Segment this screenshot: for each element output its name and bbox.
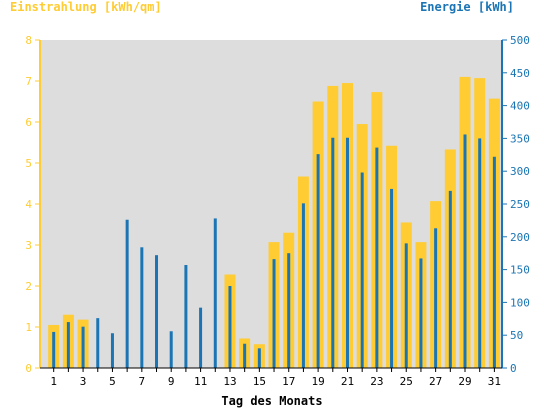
- energy-bar: [184, 265, 188, 368]
- x-tick-label: 21: [341, 375, 354, 388]
- energy-bar: [434, 228, 438, 368]
- left-axis-title: Einstrahlung [kWh/qm]: [10, 0, 162, 14]
- x-tick-label: 1: [50, 375, 57, 388]
- energy-bar: [213, 218, 217, 368]
- right-tick-label: 0: [510, 362, 517, 375]
- energy-bar: [287, 253, 291, 368]
- energy-bar: [316, 154, 320, 368]
- energy-bar: [155, 255, 159, 368]
- energy-bar: [331, 137, 335, 368]
- right-tick-label: 300: [510, 165, 530, 178]
- x-tick-label: 23: [370, 375, 383, 388]
- left-tick-label: 5: [25, 157, 32, 170]
- energy-bar: [390, 188, 394, 368]
- left-tick-label: 0: [25, 362, 32, 375]
- x-tick-label: 11: [194, 375, 207, 388]
- energy-bar: [169, 331, 173, 368]
- x-tick-label: 31: [488, 375, 501, 388]
- energy-bar: [360, 172, 364, 368]
- right-tick-label: 100: [510, 296, 530, 309]
- energy-bar: [492, 156, 496, 368]
- left-tick-label: 6: [25, 116, 32, 129]
- energy-bar: [404, 243, 408, 368]
- energy-bar: [345, 137, 349, 368]
- x-tick-label: 17: [282, 375, 295, 388]
- energy-bar: [478, 138, 482, 368]
- x-tick-label: 7: [139, 375, 146, 388]
- right-tick-label: 200: [510, 231, 530, 244]
- left-tick-label: 1: [25, 321, 32, 334]
- x-tick-label: 5: [109, 375, 116, 388]
- energy-bar: [463, 134, 467, 368]
- x-tick-label: 19: [311, 375, 324, 388]
- energy-bar: [81, 326, 85, 368]
- right-tick-label: 50: [510, 329, 523, 342]
- energy-bar: [419, 258, 423, 368]
- energy-bar: [125, 219, 129, 368]
- right-tick-label: 150: [510, 264, 530, 277]
- right-tick-label: 250: [510, 198, 530, 211]
- right-tick-label: 450: [510, 67, 530, 80]
- x-tick-label: 15: [253, 375, 266, 388]
- energy-bar: [110, 333, 114, 368]
- right-tick-label: 500: [510, 34, 530, 47]
- energy-bar: [301, 203, 305, 368]
- energy-bar: [66, 322, 70, 368]
- left-tick-label: 8: [25, 34, 32, 47]
- x-tick-label: 27: [429, 375, 442, 388]
- left-tick-label: 4: [25, 198, 32, 211]
- energy-bar: [140, 247, 144, 368]
- left-tick-label: 3: [25, 239, 32, 252]
- energy-bar: [228, 286, 232, 368]
- x-axis-title: Tag des Monats: [221, 394, 323, 408]
- right-tick-label: 350: [510, 132, 530, 145]
- left-tick-label: 2: [25, 280, 32, 293]
- x-tick-label: 13: [223, 375, 236, 388]
- energy-bar: [199, 307, 203, 368]
- x-tick-label: 9: [168, 375, 175, 388]
- x-tick-label: 3: [80, 375, 87, 388]
- energy-bar: [96, 318, 100, 368]
- energy-bar: [52, 331, 56, 368]
- energy-bar: [272, 259, 276, 368]
- energy-bar: [243, 343, 247, 368]
- energy-bar: [257, 348, 261, 368]
- energy-bar: [448, 190, 452, 368]
- right-axis-title: Energie [kWh]: [420, 0, 514, 14]
- left-tick-label: 7: [25, 75, 32, 88]
- x-tick-label: 25: [400, 375, 413, 388]
- right-tick-label: 400: [510, 100, 530, 113]
- x-tick-label: 29: [458, 375, 471, 388]
- energy-bar: [375, 147, 379, 368]
